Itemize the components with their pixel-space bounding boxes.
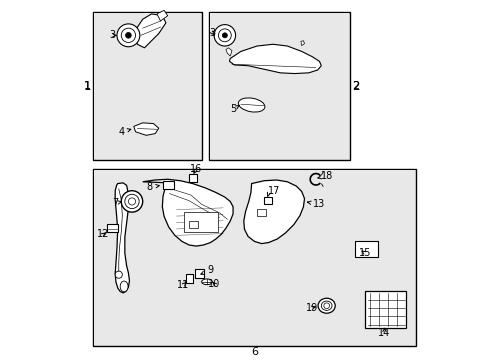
Text: 3: 3 <box>209 28 215 38</box>
Polygon shape <box>300 41 304 46</box>
Text: 5: 5 <box>229 104 239 114</box>
Ellipse shape <box>317 298 335 313</box>
Ellipse shape <box>321 301 331 310</box>
Text: 7: 7 <box>112 198 121 208</box>
Text: 11: 11 <box>177 280 189 291</box>
Polygon shape <box>135 14 165 48</box>
Circle shape <box>117 24 140 47</box>
Text: 19: 19 <box>305 303 317 313</box>
Text: 8: 8 <box>146 182 159 192</box>
Bar <box>183 212 217 232</box>
Text: 10: 10 <box>207 279 220 289</box>
Bar <box>209 13 348 159</box>
Circle shape <box>128 198 135 205</box>
Text: 1: 1 <box>84 81 91 91</box>
Bar <box>93 169 415 346</box>
Bar <box>185 274 193 283</box>
Circle shape <box>323 303 329 309</box>
Polygon shape <box>157 10 167 21</box>
Polygon shape <box>225 48 231 56</box>
Circle shape <box>115 271 122 278</box>
Polygon shape <box>229 44 321 73</box>
Circle shape <box>121 28 135 42</box>
Text: 2: 2 <box>351 80 358 93</box>
Text: 12: 12 <box>97 229 109 239</box>
Circle shape <box>124 194 139 208</box>
Text: 4: 4 <box>118 127 130 137</box>
Text: 9: 9 <box>201 265 213 275</box>
Bar <box>163 181 173 189</box>
Polygon shape <box>134 123 159 135</box>
FancyBboxPatch shape <box>365 291 406 328</box>
Circle shape <box>121 191 142 212</box>
Bar <box>93 12 201 160</box>
Text: 13: 13 <box>307 199 325 209</box>
Text: 6: 6 <box>250 347 258 357</box>
Circle shape <box>218 29 231 42</box>
Ellipse shape <box>120 281 128 292</box>
Bar <box>107 224 118 232</box>
Bar <box>94 13 200 159</box>
Polygon shape <box>115 183 129 293</box>
Text: 15: 15 <box>358 248 371 258</box>
Bar <box>264 197 271 204</box>
Circle shape <box>222 33 227 38</box>
Text: 2: 2 <box>351 81 358 91</box>
Text: 18: 18 <box>317 171 333 181</box>
Ellipse shape <box>238 98 264 112</box>
Bar <box>189 174 197 182</box>
Bar <box>354 241 378 257</box>
Text: 3: 3 <box>109 30 116 40</box>
Bar <box>257 208 265 216</box>
Bar <box>189 221 198 228</box>
Text: 16: 16 <box>190 164 202 174</box>
Text: 17: 17 <box>267 186 280 197</box>
Bar <box>208 12 349 160</box>
FancyBboxPatch shape <box>195 269 203 278</box>
Text: 14: 14 <box>378 328 390 338</box>
Text: 1: 1 <box>83 80 91 93</box>
Polygon shape <box>244 180 304 244</box>
Ellipse shape <box>201 279 212 285</box>
Polygon shape <box>142 179 233 246</box>
Circle shape <box>214 24 235 46</box>
Circle shape <box>125 32 131 38</box>
Bar <box>94 170 414 345</box>
